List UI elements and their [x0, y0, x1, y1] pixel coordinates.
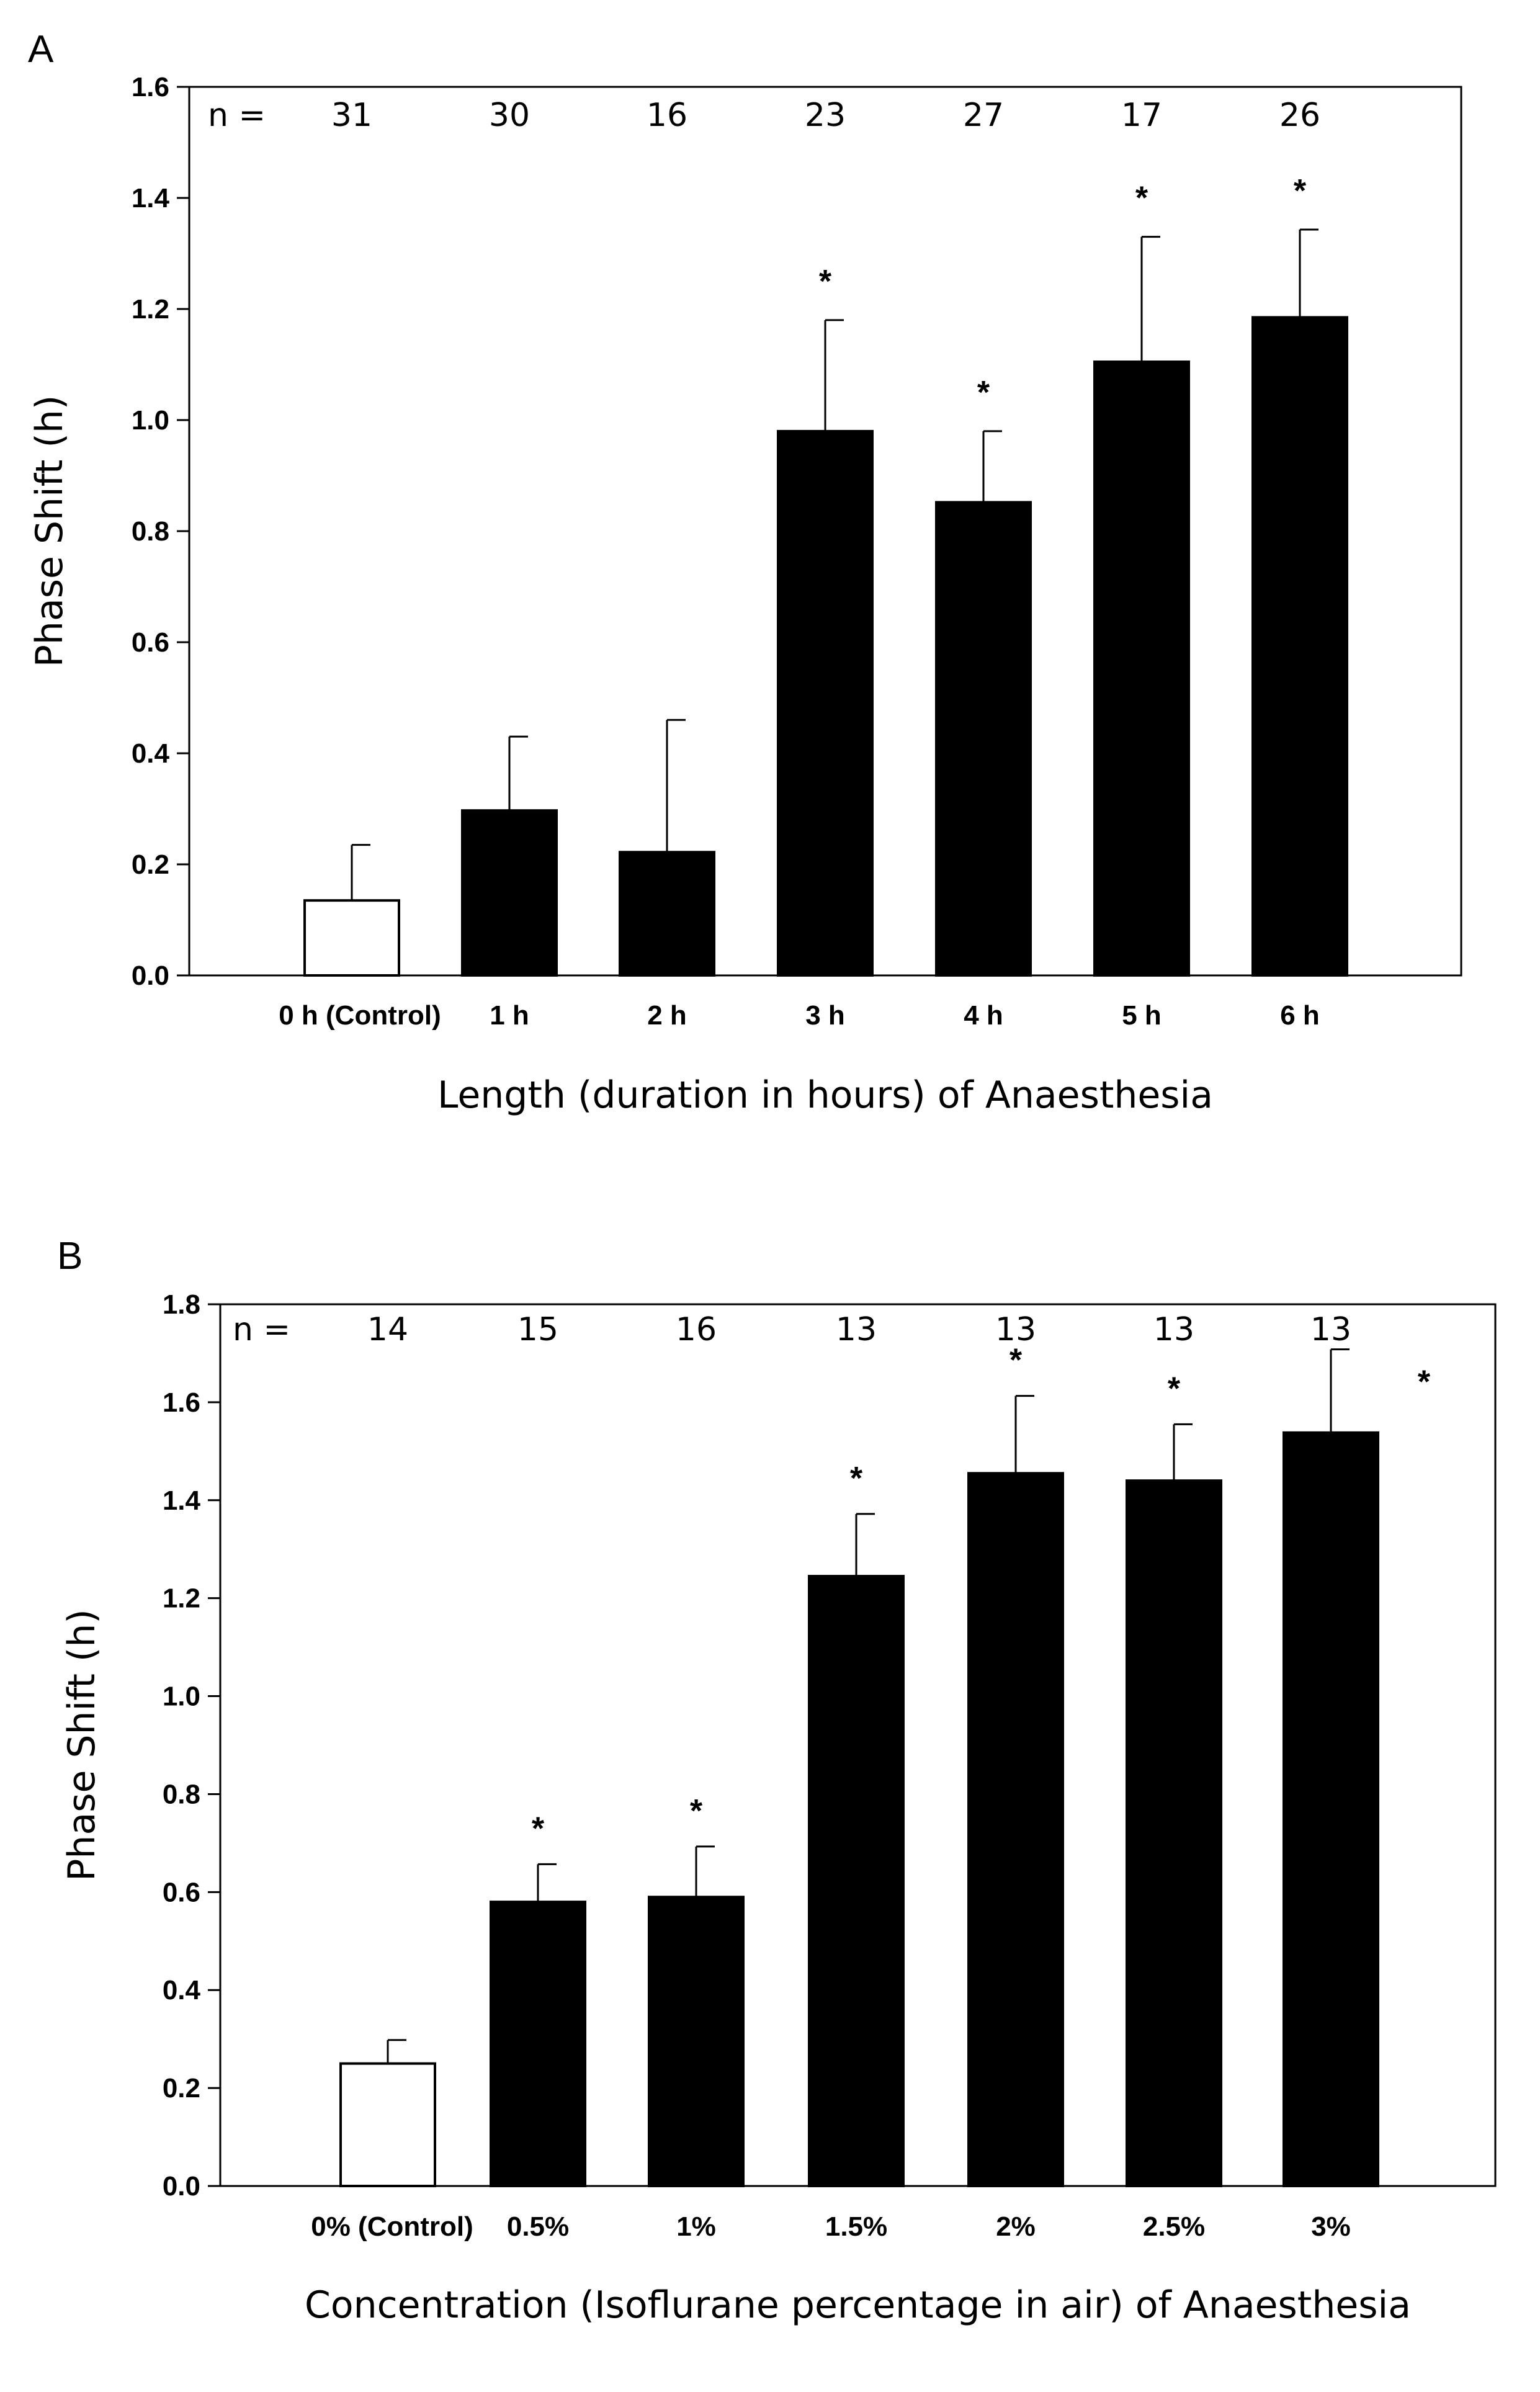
- n-label: n =: [208, 97, 266, 134]
- x-tick-label: 5 h: [1122, 1000, 1162, 1031]
- n-value: 14: [367, 1311, 408, 1348]
- y-tick-label: 0.8: [163, 1779, 200, 1809]
- bar: [339, 2062, 436, 2188]
- y-tick-label: 1.0: [163, 1682, 200, 1712]
- significance-star: *: [532, 1811, 545, 1847]
- n-value: 13: [1153, 1311, 1194, 1348]
- n-value: 13: [995, 1311, 1036, 1348]
- significance-star: *: [1294, 173, 1307, 209]
- y-tick-label: 0.2: [163, 2073, 200, 2103]
- n-value: 13: [1310, 1311, 1351, 1348]
- significance-star: *: [850, 1461, 863, 1497]
- bar: [303, 899, 400, 977]
- bar: [648, 1896, 745, 2187]
- bar: [1126, 1479, 1222, 2187]
- bar: [1283, 1431, 1379, 2187]
- n-value: 13: [836, 1311, 877, 1348]
- panel-label: B: [57, 1235, 83, 1278]
- bar: [461, 809, 558, 977]
- y-tick-label: 0.6: [163, 1877, 200, 1907]
- x-tick-label: 3%: [1311, 2211, 1351, 2242]
- significance-star: *: [1010, 1343, 1023, 1379]
- y-tick-label: 0.2: [132, 849, 169, 880]
- y-tick-label: 0.0: [163, 2171, 200, 2202]
- x-tick-label: 2.5%: [1143, 2211, 1205, 2242]
- y-tick-label: 1.6: [132, 72, 169, 102]
- significance-star: *: [690, 1793, 703, 1829]
- n-value: 15: [517, 1311, 558, 1348]
- y-tick-label: 1.4: [163, 1485, 201, 1516]
- y-axis-title: Phase Shift (h): [28, 395, 71, 668]
- panel-label: A: [28, 28, 54, 71]
- n-value: 17: [1121, 97, 1162, 134]
- significance-star: *: [819, 264, 832, 300]
- y-tick-label: 1.2: [163, 1583, 200, 1614]
- y-tick-label: 0.4: [132, 738, 170, 769]
- x-axis-title: Length (duration in hours) of Anaesthesi…: [437, 1073, 1213, 1117]
- n-value: 27: [963, 97, 1004, 134]
- y-tick-label: 1.4: [132, 183, 170, 213]
- bar: [619, 851, 715, 977]
- bar: [808, 1575, 905, 2187]
- y-tick-label: 0.0: [132, 961, 169, 991]
- significance-star: *: [1135, 181, 1148, 217]
- n-value: 26: [1279, 97, 1320, 134]
- n-value: 16: [647, 97, 687, 134]
- n-label: n =: [233, 1311, 290, 1348]
- y-tick-label: 0.6: [132, 627, 169, 658]
- n-value: 23: [805, 97, 846, 134]
- x-axis-title: Concentration (Isoflurane percentage in …: [305, 2283, 1411, 2327]
- n-value: 16: [676, 1311, 717, 1348]
- x-tick-label: 1 h: [490, 1000, 529, 1031]
- y-tick-label: 0.8: [132, 516, 169, 547]
- x-tick-label: 3 h: [805, 1000, 845, 1031]
- n-value: 31: [331, 97, 372, 134]
- x-tick-label: 4 h: [964, 1000, 1003, 1031]
- y-tick-label: 1.8: [163, 1289, 200, 1320]
- x-tick-label: 2%: [996, 2211, 1036, 2242]
- y-tick-label: 1.2: [132, 294, 169, 325]
- bar: [1251, 316, 1348, 977]
- significance-star: *: [1418, 1364, 1431, 1400]
- n-value: 30: [489, 97, 530, 134]
- x-tick-label: 0% (Control): [311, 2211, 473, 2242]
- x-tick-label: 6 h: [1280, 1000, 1320, 1031]
- significance-star: *: [1168, 1371, 1181, 1407]
- x-tick-label: 1%: [676, 2211, 716, 2242]
- bar: [935, 501, 1032, 977]
- x-tick-label: 2 h: [647, 1000, 687, 1031]
- y-tick-label: 0.4: [163, 1975, 201, 2005]
- bar: [1093, 361, 1190, 977]
- y-tick-label: 1.6: [163, 1387, 200, 1418]
- x-tick-label: 0 h (Control): [279, 1000, 441, 1031]
- y-axis-title: Phase Shift (h): [60, 1609, 104, 1881]
- x-tick-label: 0.5%: [507, 2211, 569, 2242]
- significance-star: *: [977, 375, 990, 411]
- bar: [777, 429, 874, 977]
- bar: [967, 1472, 1064, 2188]
- panel-a-chart: A 0.0 0.2 0.4 0.6 0.8 1.0 1.2 1.4 1.6 Phase Shift …: [28, 28, 1462, 1117]
- bar: [490, 1901, 586, 2188]
- panel-b-chart: B 0.0 0.2 0.4 0.6 0.8 1.0 1.2 1.4 1.6 1.8 Phase Shi…: [57, 1235, 1497, 2327]
- y-tick-label: 1.0: [132, 405, 169, 436]
- x-tick-label: 1.5%: [825, 2211, 887, 2242]
